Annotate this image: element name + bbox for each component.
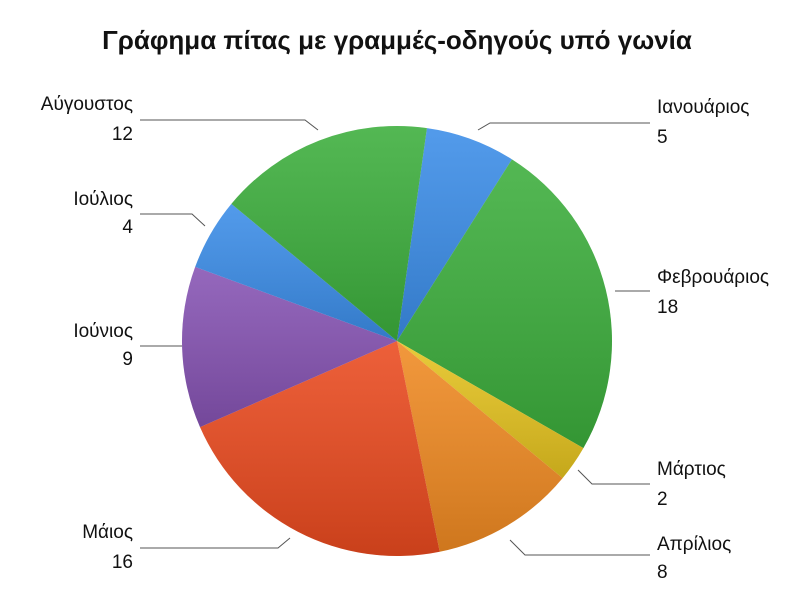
slice-label: Απρίλιος: [657, 534, 731, 555]
slice-shade: [231, 126, 427, 341]
slice-label: Αύγουστος: [41, 94, 133, 115]
leader-line: [577, 469, 650, 485]
slice-value: 2: [657, 489, 668, 510]
slice-value: 9: [122, 349, 133, 370]
slice-label: Φεβρουάριος: [657, 267, 769, 288]
leader-line: [140, 213, 206, 227]
leader-line: [477, 122, 650, 131]
slice-label: Μάρτιος: [657, 459, 726, 480]
chart-title: Γράφημα πίτας με γραμμές-οδηγούς υπό γων…: [102, 25, 692, 55]
slice-value: 12: [112, 124, 133, 145]
slice-value: 18: [657, 297, 678, 318]
slice-shade: [397, 159, 612, 449]
slice-shade: [182, 266, 397, 428]
leader-line: [140, 537, 291, 549]
slice-value: 4: [122, 217, 133, 238]
slice-value: 8: [657, 562, 668, 583]
slice-shade: [397, 341, 584, 479]
slice-value: 5: [657, 127, 668, 148]
slice-shade: [397, 341, 563, 552]
slice-label: Μάιος: [82, 522, 133, 543]
slice-shade: [195, 203, 397, 341]
slice-value: 16: [112, 552, 133, 573]
slice-shade: [200, 341, 440, 556]
slice-label: Ιούλιος: [73, 189, 133, 210]
slice-label: Ιανουάριος: [657, 97, 749, 118]
slice-shade: [397, 128, 512, 341]
slice-label: Ιούνιος: [73, 321, 133, 342]
leader-line: [140, 119, 319, 131]
leader-line: [509, 539, 650, 556]
